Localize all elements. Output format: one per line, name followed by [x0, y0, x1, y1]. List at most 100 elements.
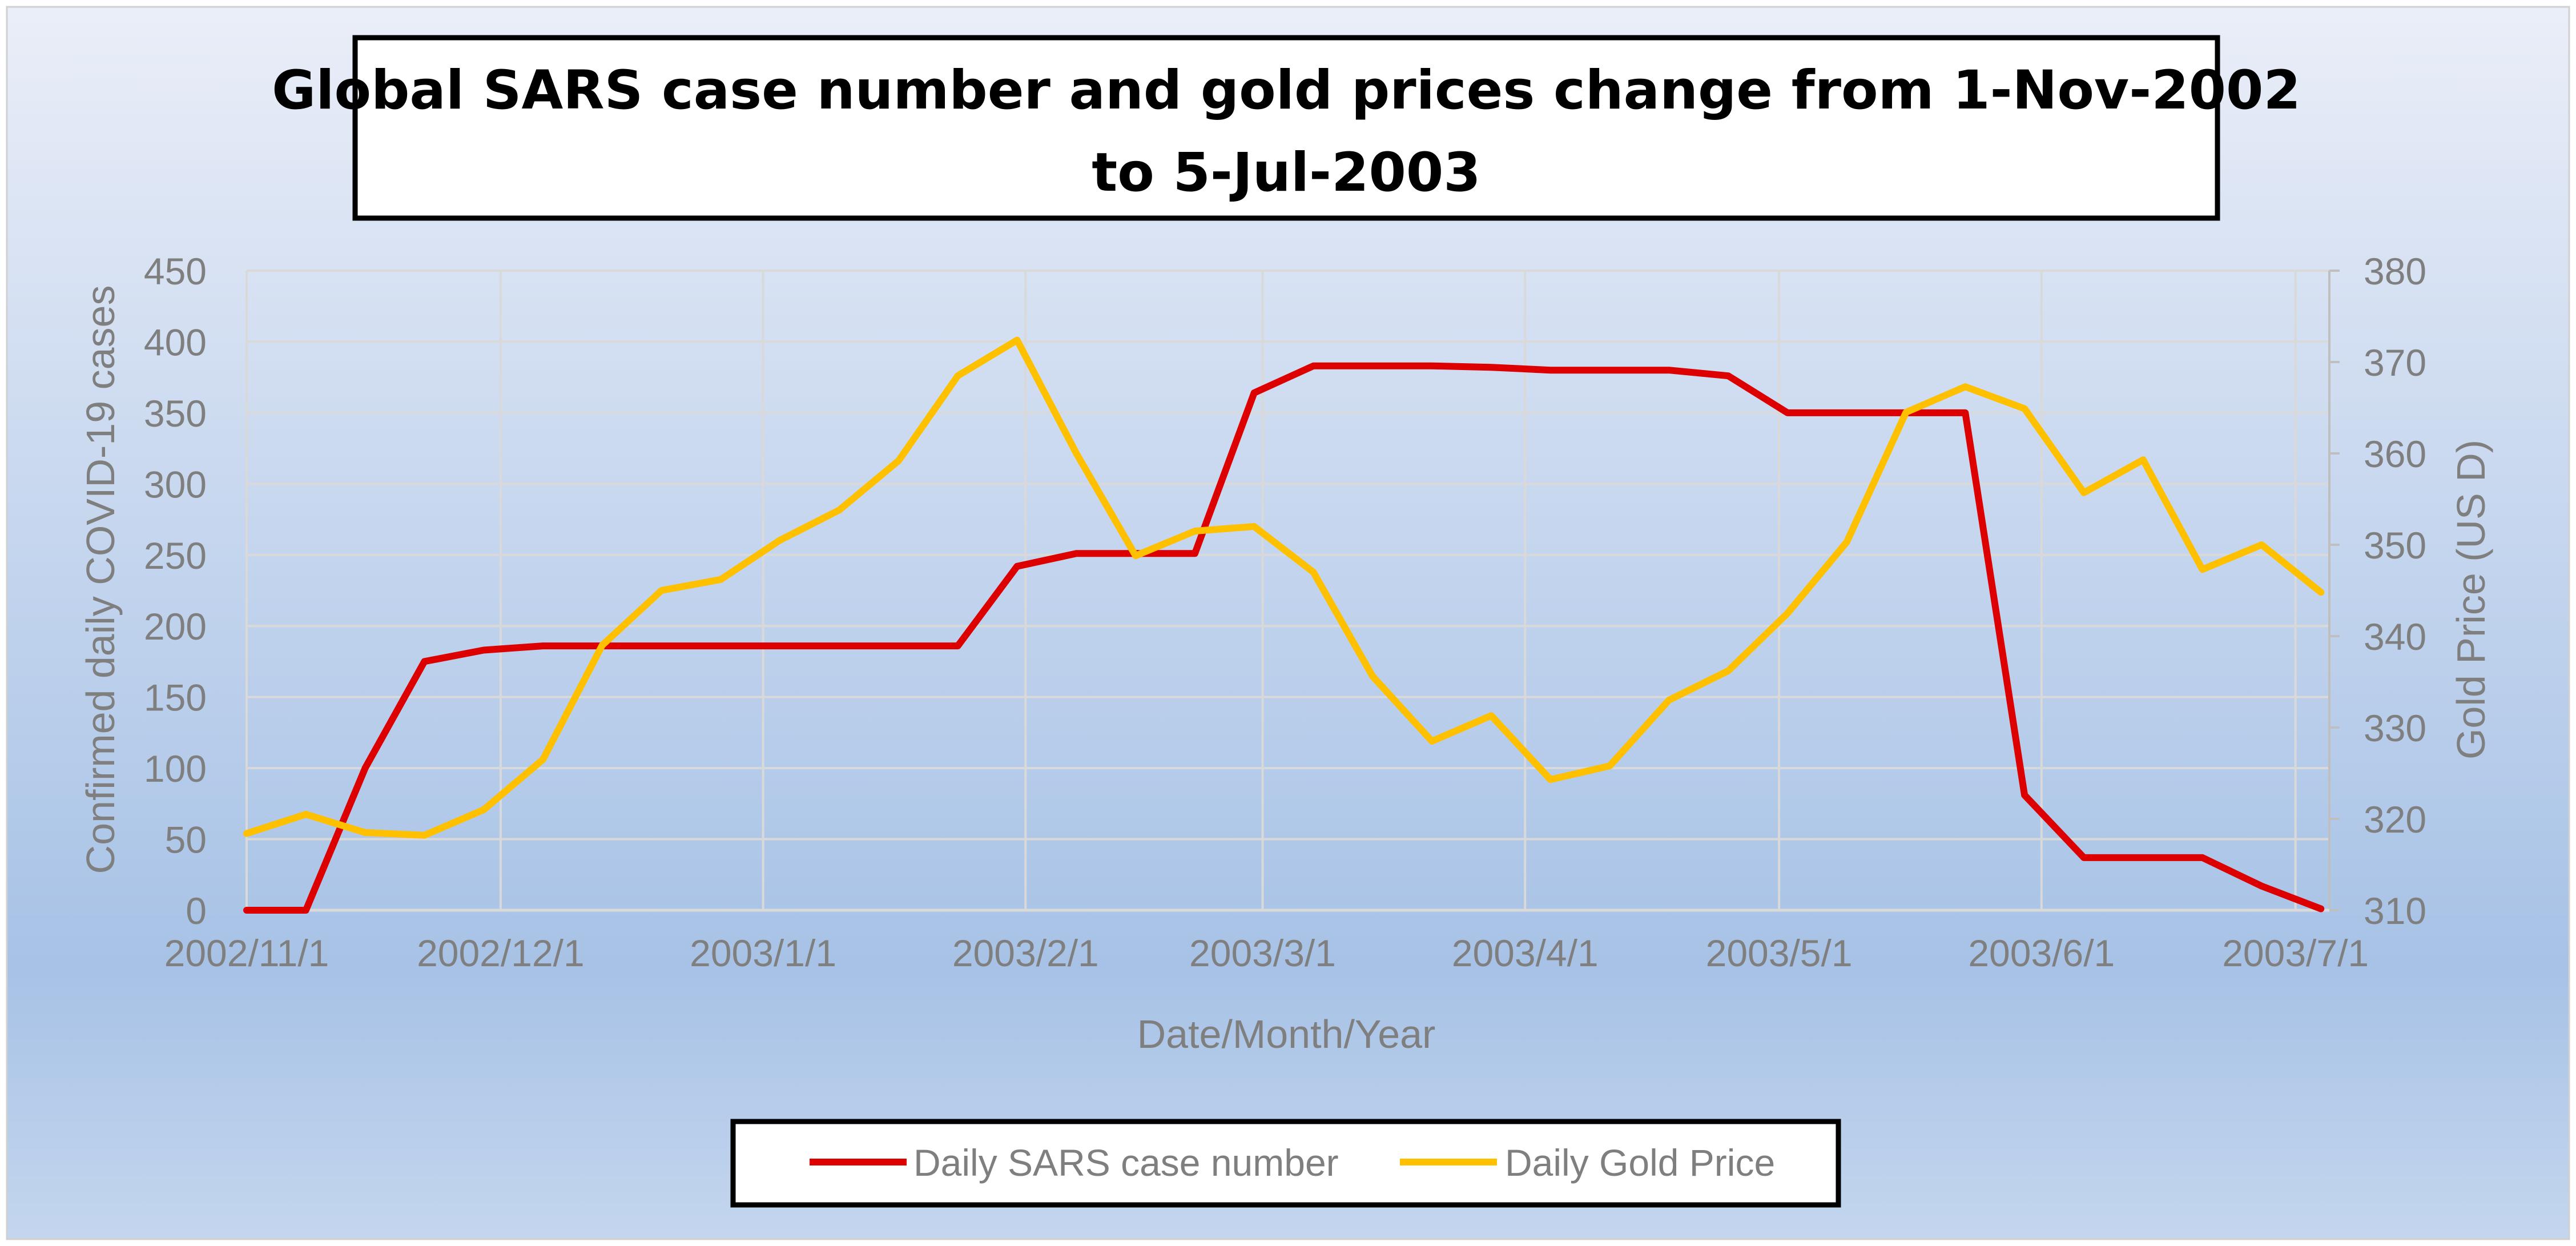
x-tick-label: 2003/5/1	[1706, 932, 1853, 974]
x-tick-label: 2003/1/1	[690, 932, 836, 974]
data-point-sars	[483, 650, 484, 651]
data-point-sars	[1491, 367, 1492, 368]
x-tick-label: 2003/4/1	[1452, 932, 1599, 974]
data-point-gold	[1372, 676, 1373, 677]
data-point-sars	[1372, 365, 1373, 367]
y-left-tick-label: 50	[165, 819, 207, 861]
data-point-sars	[1254, 392, 1255, 393]
y-right-tick-label: 340	[2364, 616, 2426, 658]
data-point-gold	[2083, 492, 2084, 493]
data-point-sars	[2320, 909, 2321, 910]
x-tick-label: 2002/12/1	[417, 932, 585, 974]
legend-label-gold: Daily Gold Price	[1505, 1142, 1775, 1184]
data-point-gold	[1254, 526, 1255, 527]
y-left-tick-label: 200	[144, 605, 207, 648]
series-lines	[243, 336, 2325, 914]
data-point-gold	[898, 460, 899, 461]
data-point-sars	[779, 645, 780, 646]
data-point-gold	[2024, 408, 2025, 409]
y-left-tick-label: 250	[144, 534, 207, 577]
y-left-tick-label: 350	[144, 392, 207, 435]
data-point-gold	[1965, 386, 1966, 387]
data-point-sars	[424, 661, 425, 662]
data-point-sars	[305, 910, 307, 911]
y-axis-left-label: Confirmed daily COVID-19 cases	[78, 286, 123, 874]
data-point-sars	[898, 645, 899, 646]
data-point-gold	[1076, 453, 1077, 454]
y-right-tick-label: 320	[2364, 798, 2426, 841]
y-left-tick-label: 150	[144, 677, 207, 719]
data-point-sars	[1017, 566, 1018, 567]
data-point-sars	[246, 910, 247, 911]
data-point-gold	[1313, 572, 1314, 573]
data-point-gold	[1194, 530, 1196, 532]
legend-label-sars: Daily SARS case number	[913, 1142, 1339, 1184]
x-axis-label: Date/Month/Year	[1137, 1012, 1436, 1056]
data-point-sars	[1431, 365, 1432, 367]
y-left-tick-label: 100	[144, 747, 207, 790]
data-point-gold	[424, 835, 425, 836]
data-point-sars	[1787, 412, 1788, 413]
data-point-sars	[1550, 369, 1551, 371]
data-point-gold	[2320, 592, 2321, 593]
data-point-sars	[1728, 375, 1729, 376]
y-left-tick-label: 300	[144, 463, 207, 505]
series-line-sars	[243, 362, 2325, 914]
y-left-tick-label: 0	[186, 890, 207, 932]
data-point-gold	[305, 814, 307, 815]
data-point-sars	[365, 767, 366, 769]
y-axis-right-label: Gold Price (US D)	[2449, 440, 2493, 759]
data-point-gold	[1728, 670, 1729, 672]
data-point-gold	[957, 375, 959, 376]
data-point-sars	[1668, 369, 1669, 371]
data-point-gold	[720, 579, 721, 580]
data-point-sars	[839, 645, 840, 646]
axes: 0 50 100 150 200 250 300 350 400 450 310 320 330 340 3…	[144, 250, 2426, 974]
chart-title-line-1: Global SARS case number and gold prices …	[272, 59, 2301, 122]
data-point-sars	[2261, 886, 2262, 887]
data-point-sars	[2143, 857, 2144, 858]
y-left-tick-label: 400	[144, 321, 207, 363]
data-point-gold	[1431, 741, 1432, 742]
data-point-gold	[1787, 613, 1788, 614]
y-right-tick-label: 370	[2364, 341, 2426, 384]
data-point-sars	[1194, 553, 1196, 554]
series-line-gold	[243, 336, 2325, 839]
gridlines	[245, 270, 2329, 911]
data-point-sars	[1609, 369, 1611, 371]
y-right-tick-label: 380	[2364, 250, 2426, 292]
x-tick-label: 2003/7/1	[2222, 932, 2369, 974]
data-point-sars	[1965, 412, 1966, 413]
data-point-gold	[839, 509, 840, 511]
data-point-gold	[2261, 544, 2262, 545]
data-point-sars	[661, 645, 662, 646]
data-point-gold	[2143, 459, 2144, 460]
data-point-gold	[365, 832, 366, 833]
data-point-gold	[779, 540, 780, 541]
data-point-gold	[602, 645, 603, 646]
data-point-gold	[1906, 412, 1907, 413]
data-point-sars	[1076, 553, 1077, 554]
data-point-sars	[542, 645, 544, 646]
data-point-gold	[1609, 765, 1611, 766]
data-point-gold	[483, 809, 484, 810]
data-point-sars	[957, 645, 959, 646]
data-point-sars	[2083, 857, 2084, 858]
data-point-sars	[1846, 412, 1848, 413]
chart-title-line-2: to 5-Jul-2003	[1092, 142, 1480, 204]
data-point-gold	[1017, 340, 1018, 341]
legend-box	[730, 1119, 1841, 1208]
x-tick-label: 2003/2/1	[952, 932, 1099, 974]
data-point-gold	[1491, 715, 1492, 716]
data-point-sars	[2202, 857, 2203, 858]
title-box	[352, 35, 2220, 221]
data-point-sars	[720, 645, 721, 646]
data-point-gold	[1668, 700, 1669, 701]
data-point-gold	[542, 759, 544, 760]
x-tick-label: 2002/11/1	[164, 932, 329, 974]
data-point-sars	[1313, 365, 1314, 367]
data-point-gold	[2202, 569, 2203, 570]
y-right-tick-label: 310	[2364, 890, 2426, 932]
data-point-gold	[661, 590, 662, 591]
